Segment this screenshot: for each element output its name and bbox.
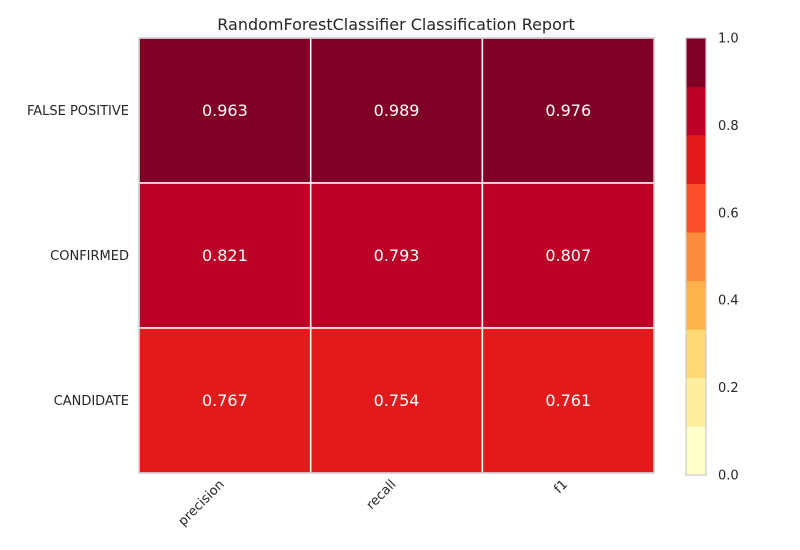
colorbar-segment [686, 280, 706, 330]
colorbar-segment [686, 232, 706, 282]
colorbar-tick-label: 1.0 [718, 32, 739, 47]
column-labels: precision recall f1 [176, 477, 571, 529]
cell-value-label: 0.793 [374, 246, 420, 265]
colorbar-frame [685, 37, 707, 476]
colorbar-tick-label: 0.0 [718, 469, 739, 484]
colorbar-segment [686, 135, 706, 184]
colorbar-tick-label: 0.4 [718, 294, 739, 309]
heatmap-cell [138, 182, 312, 329]
cell-value-label: 0.963 [202, 101, 248, 120]
plot-frame [138, 37, 655, 474]
cell-value-label: 0.989 [374, 101, 420, 120]
heatmap-cells: 0.963 0.989 0.976 0.821 0.793 0.807 0.767 0.754… [138, 37, 655, 474]
heatmap-cell [309, 327, 484, 474]
heatmap-cell [481, 182, 655, 329]
row-label: CANDIDATE [54, 394, 129, 409]
colorbar-tick-label: 0.6 [718, 206, 739, 221]
cell-value-label: 0.767 [202, 391, 248, 410]
row-label: FALSE POSITIVE [27, 104, 129, 119]
cell-value-label: 0.807 [545, 246, 591, 265]
colorbar-segment [686, 86, 706, 136]
row-labels: FALSE POSITIVE CONFIRMED CANDIDATE [27, 104, 129, 409]
column-label: precision [176, 477, 228, 529]
colorbar-segment [686, 426, 706, 476]
row-label: CONFIRMED [50, 249, 129, 264]
chart-title: RandomForestClassifier Classification Re… [217, 15, 574, 34]
colorbar-tick-label: 0.8 [718, 119, 739, 134]
colorbar-tick-label: 0.2 [718, 381, 739, 396]
column-label: recall [364, 477, 400, 513]
column-label: f1 [551, 477, 571, 497]
colorbar-segment [686, 183, 706, 233]
cell-value-label: 0.754 [374, 391, 420, 410]
colorbar-segment [686, 38, 706, 87]
colorbar: 0.0 0.2 0.4 0.6 0.8 1.0 [685, 32, 739, 484]
heatmap-cell [309, 182, 484, 329]
colorbar-segment [686, 329, 706, 379]
colorbar-segment [686, 377, 706, 427]
cell-value-label: 0.821 [202, 246, 248, 265]
heatmap-cell [309, 37, 484, 184]
cell-value-label: 0.761 [545, 391, 591, 410]
cell-value-label: 0.976 [545, 101, 591, 120]
heatmap-cell [138, 37, 312, 184]
